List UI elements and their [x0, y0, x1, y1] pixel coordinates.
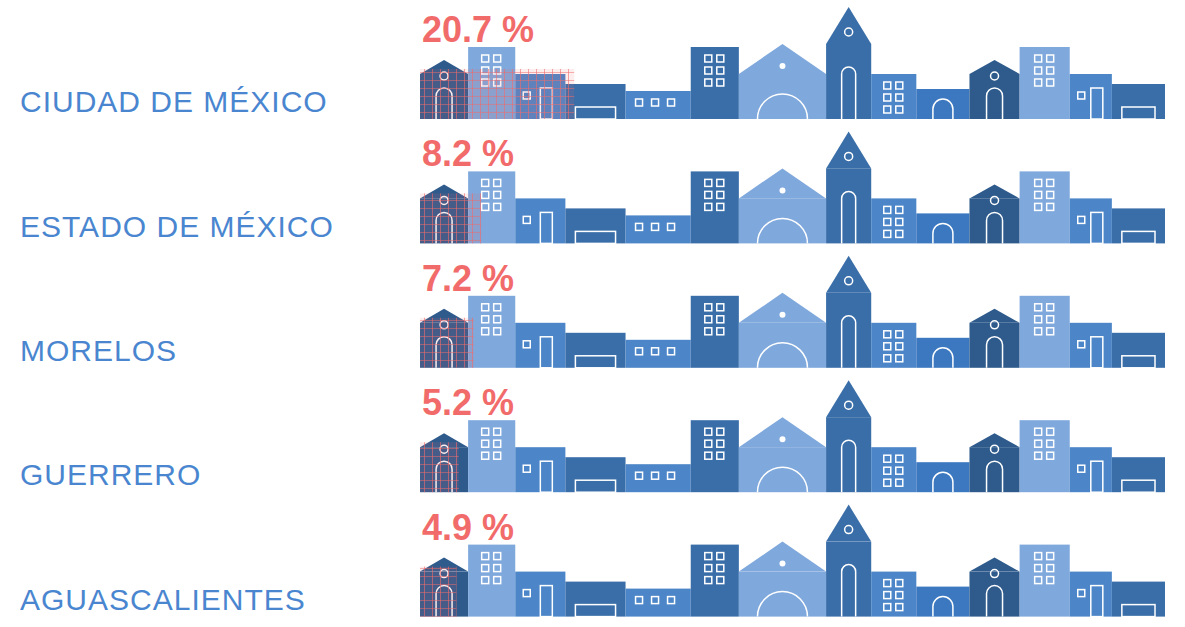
svg-text:7.2 %: 7.2 % — [422, 258, 514, 299]
svg-text:20.7 %: 20.7 % — [422, 9, 534, 50]
svg-text:CIUDAD DE MÉXICO: CIUDAD DE MÉXICO — [20, 85, 328, 118]
svg-text:4.9 %: 4.9 % — [422, 507, 514, 548]
svg-text:ESTADO DE MÉXICO: ESTADO DE MÉXICO — [20, 210, 334, 243]
svg-text:5.2 %: 5.2 % — [422, 382, 514, 423]
svg-text:AGUASCALIENTES: AGUASCALIENTES — [20, 583, 306, 616]
svg-text:8.2 %: 8.2 % — [422, 133, 514, 174]
svg-text:GUERRERO: GUERRERO — [20, 458, 201, 491]
svg-text:MORELOS: MORELOS — [20, 334, 177, 367]
